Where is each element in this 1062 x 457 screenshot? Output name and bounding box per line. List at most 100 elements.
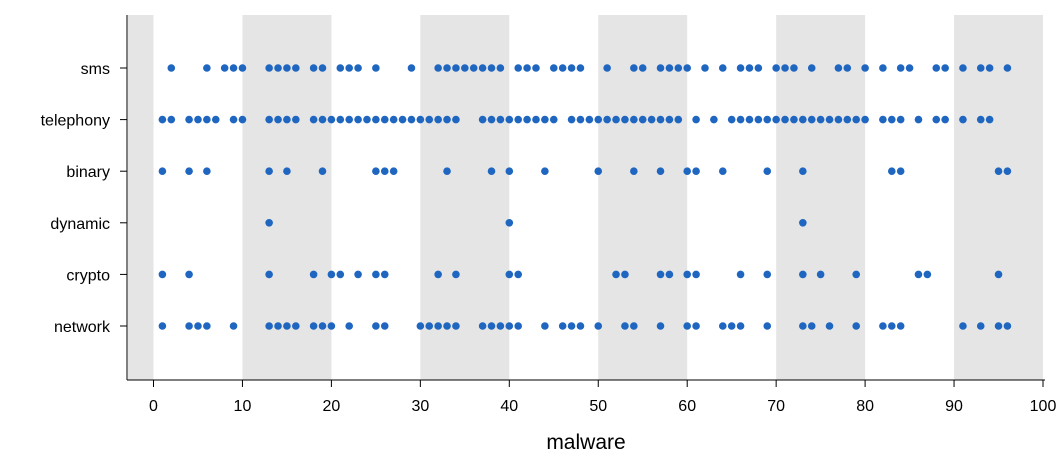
data-point-telephony [398,115,407,124]
data-point-sms [1003,64,1012,72]
data-point-telephony [443,115,451,124]
data-point-binary [656,167,665,175]
data-point-telephony [985,115,994,124]
x-tick-label: 100 [1030,398,1057,415]
data-point-binary [799,167,807,175]
data-point-crypto [656,270,665,279]
data-point-crypto [914,270,923,279]
data-point-telephony [585,115,594,124]
data-point-sms [229,64,238,72]
data-point-network [514,322,522,330]
data-point-sms [238,64,247,72]
data-point-telephony [665,115,674,124]
data-point-telephony [309,115,318,124]
data-point-telephony [327,115,336,124]
data-point-telephony [932,115,941,124]
data-point-network [265,322,273,330]
data-point-telephony [416,115,425,124]
data-point-network [727,322,736,330]
data-point-sms [576,64,585,72]
data-point-telephony [799,115,807,124]
data-point-telephony [727,115,736,124]
data-point-network [621,322,629,330]
data-point-telephony [425,115,434,124]
shaded-bands [128,15,1043,380]
data-point-crypto [923,270,932,279]
data-point-telephony [772,115,780,124]
data-point-telephony [541,115,549,124]
data-point-network [416,322,425,330]
data-point-sms [514,64,522,72]
data-point-network [763,322,772,330]
data-point-sms [941,64,949,72]
data-point-telephony [292,115,300,124]
data-point-crypto [434,270,442,279]
data-point-sms [292,64,300,72]
data-point-sms [567,64,576,72]
y-category-label: dynamic [50,216,110,233]
data-point-telephony [754,115,763,124]
data-point-binary [1003,167,1012,175]
data-point-telephony [532,115,540,124]
data-point-binary [158,167,167,175]
data-point-network [229,322,238,330]
data-point-telephony [887,115,896,124]
data-point-network [656,322,665,330]
data-point-sms [203,64,211,72]
data-point-network [976,322,985,330]
data-point-telephony [612,115,620,124]
data-point-telephony [363,115,371,124]
data-point-sms [603,64,611,72]
data-point-network [434,322,442,330]
data-point-telephony [549,115,558,124]
data-point-telephony [274,115,282,124]
data-point-sms [976,64,985,72]
data-point-sms [336,64,345,72]
data-point-sms [309,64,318,72]
data-point-network [896,322,905,330]
data-point-telephony [834,115,843,124]
data-point-sms [496,64,505,72]
data-point-network [283,322,291,330]
data-point-network [879,322,887,330]
data-point-network [309,322,318,330]
data-point-binary [203,167,211,175]
data-point-telephony [914,115,923,124]
data-point-network [825,322,834,330]
data-point-telephony [692,115,700,124]
data-point-sms [683,64,691,72]
data-point-sms [985,64,994,72]
data-point-telephony [345,115,353,124]
data-point-sms [736,64,745,72]
data-point-binary [594,167,603,175]
data-point-binary [318,167,327,175]
data-point-telephony [211,115,220,124]
data-point-network [327,322,336,330]
data-point-network [380,322,389,330]
data-point-telephony [158,115,167,124]
data-point-network [203,322,211,330]
data-point-binary [443,167,451,175]
data-point-binary [380,167,389,175]
data-point-network [558,322,567,330]
data-point-sms [879,64,887,72]
data-point-telephony [283,115,291,124]
data-point-sms [638,64,647,72]
data-point-sms [372,64,380,72]
data-point-sms [461,64,469,72]
shaded-band-1 [242,15,332,380]
data-point-network [274,322,282,330]
data-point-binary [683,167,691,175]
data-point-binary [541,167,549,175]
data-point-network [630,322,638,330]
data-point-network [194,322,202,330]
data-point-sms [790,64,798,72]
data-point-sms [283,64,291,72]
data-point-sms [807,64,816,72]
data-point-network [292,322,300,330]
data-point-sms [274,64,282,72]
data-point-sms [265,64,273,72]
data-point-sms [718,64,727,72]
data-point-sms [318,64,327,72]
data-point-binary [718,167,727,175]
